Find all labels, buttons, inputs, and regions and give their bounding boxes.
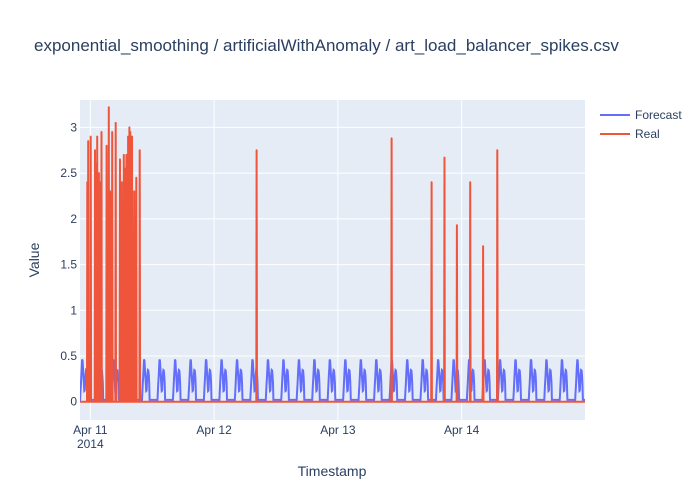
x-tick-label: Apr 12 [196, 423, 232, 437]
y-axis-ticks: 0 0.5 1 1.5 2 2.5 3 [60, 120, 77, 408]
legend-label-real: Real [635, 127, 660, 141]
y-tick-label: 1 [70, 303, 77, 317]
y-axis-title: Value [26, 242, 42, 277]
series-layer [80, 106, 585, 403]
x-tick-label: Apr 13 [320, 423, 356, 437]
x-axis-title: Timestamp [298, 463, 367, 479]
y-tick-label: 2.5 [60, 166, 77, 180]
legend-item-real[interactable]: Real [600, 127, 660, 141]
x-tick-label: Apr 11 [73, 423, 108, 437]
x-tick-label: Apr 14 [444, 423, 480, 437]
legend: Forecast Real [600, 108, 682, 141]
y-tick-label: 2 [70, 212, 77, 226]
y-tick-label: 3 [70, 120, 77, 134]
series-real-line[interactable] [80, 106, 585, 403]
y-tick-label: 0 [70, 395, 77, 409]
legend-label-forecast: Forecast [635, 108, 682, 122]
series-forecast-line[interactable] [80, 359, 585, 402]
y-tick-label: 0.5 [60, 349, 77, 363]
x-tick-sublabel: 2014 [77, 437, 104, 451]
chart-title: exponential_smoothing / artificialWithAn… [34, 36, 619, 55]
legend-item-forecast[interactable]: Forecast [600, 108, 682, 122]
y-tick-label: 1.5 [60, 258, 77, 272]
